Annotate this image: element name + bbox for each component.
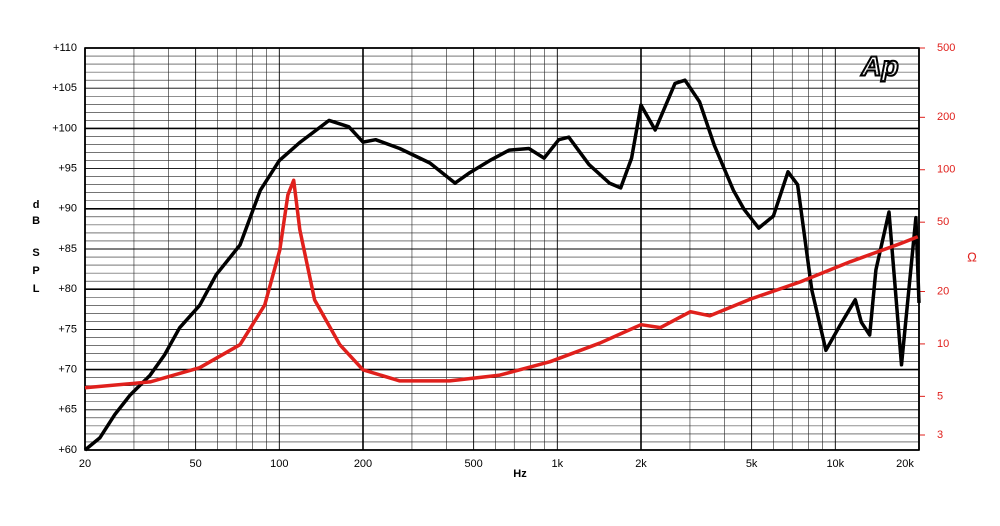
y-tick-label: +75 [58,323,77,335]
x-tick-label: 500 [464,458,482,470]
x-tick-label: 20 [79,458,91,470]
y2-tick-label: 100 [937,164,955,176]
y-tick-label: +70 [58,364,77,376]
y2-tick-label: 200 [937,111,955,123]
y-tick-label: +65 [58,404,77,416]
x-tick-label: 1k [552,458,564,470]
x-tick-label: 10k [826,458,844,470]
y-tick-label: +110 [53,42,77,54]
series-line [84,178,919,390]
y-tick-label: +85 [58,243,77,255]
y2-tick-label: 5 [937,390,943,402]
x-axis-label: Hz [513,468,527,480]
y2-tick-label: 10 [937,338,949,350]
x-tick-label: 200 [354,458,372,470]
y-tick-label: +80 [58,283,77,295]
y-axis-label: dB [30,199,42,231]
y-tick-label: +105 [52,82,77,94]
x-tick-label: 50 [190,458,202,470]
y2-tick-label: 500 [937,42,955,54]
plot-frame [84,47,920,451]
y-axis-label: SPL [30,247,42,301]
y2-tick-label: 20 [937,285,949,297]
x-tick-label: 5k [746,458,758,470]
y2-tick-label: 3 [937,429,943,441]
logo: Ap [860,50,898,81]
y-tick-label: +100 [52,122,77,134]
x-tick-label: 20k [896,458,914,470]
y-tick-label: +90 [58,203,77,215]
y2-axis-label: Ω [967,249,977,264]
y-tick-label: +60 [58,444,77,456]
series-line [83,78,921,452]
x-tick-label: 100 [270,458,288,470]
y2-tick-label: 50 [937,216,949,228]
x-tick-label: 2k [635,458,647,470]
y-tick-label: +95 [58,163,77,175]
